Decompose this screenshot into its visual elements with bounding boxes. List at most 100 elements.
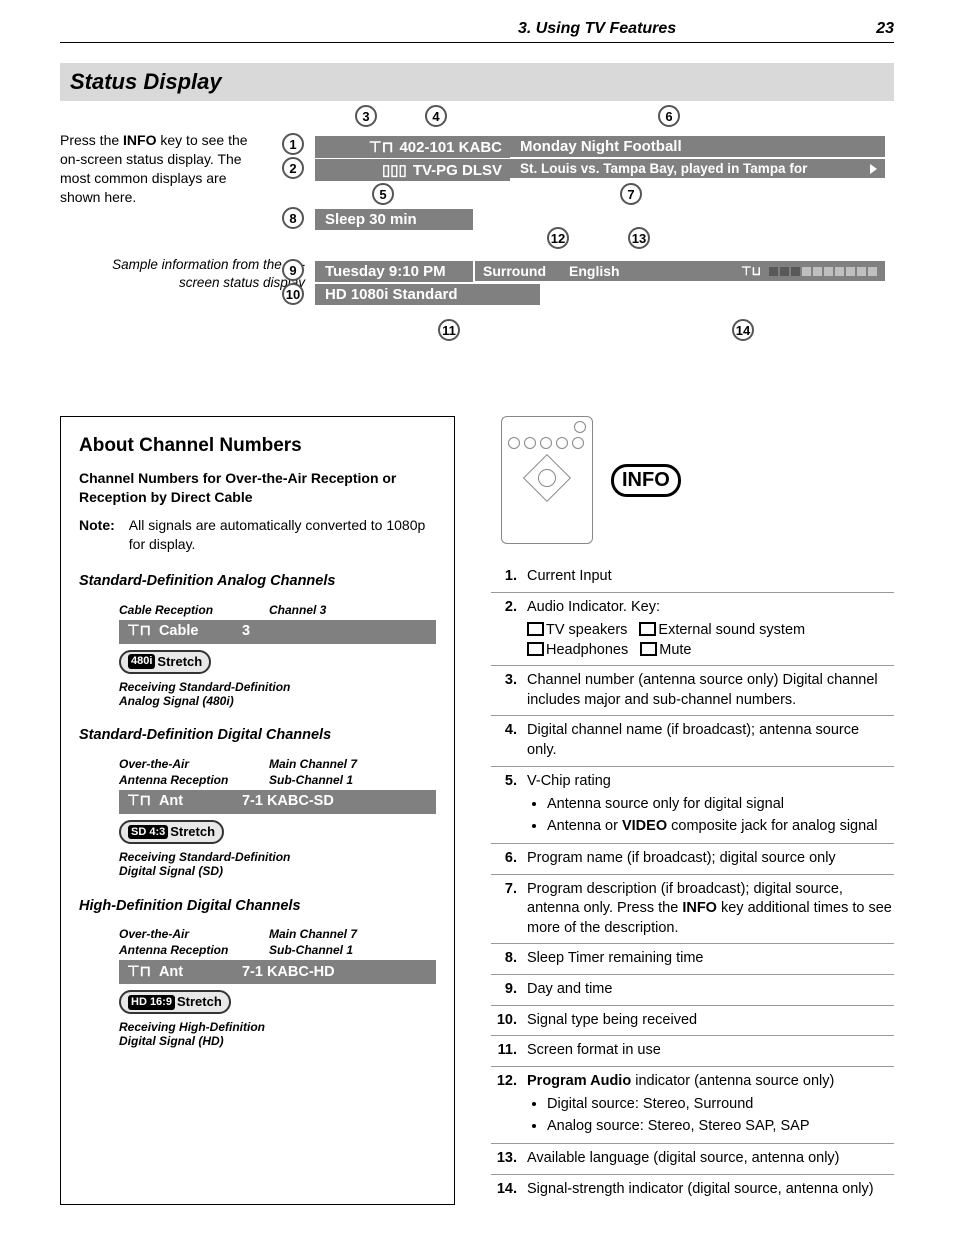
signal-bar bbox=[835, 267, 844, 276]
signal-bar bbox=[857, 267, 866, 276]
chapter-title: 3. Using TV Features bbox=[518, 20, 676, 38]
key-number: 5. bbox=[491, 772, 517, 792]
signal-bar bbox=[780, 267, 789, 276]
badge-tag: HD 16:9 bbox=[128, 995, 175, 1010]
signal-bar bbox=[824, 267, 833, 276]
osd-diagram: Press the INFO key to see the on-screen … bbox=[60, 121, 894, 401]
key-bullets: Antenna source only for digital signalAn… bbox=[547, 795, 892, 836]
badge-tag: 480i bbox=[128, 654, 155, 669]
channel-caption: Receiving Standard-DefinitionDigital Sig… bbox=[119, 850, 436, 879]
osd-datetime: Tuesday 9:10 PM bbox=[315, 261, 473, 282]
key-text: Sleep Timer remaining time bbox=[527, 949, 892, 969]
key-bullets: Digital source: Stereo, SurroundAnalog s… bbox=[547, 1095, 892, 1136]
info-key-ref: INFO bbox=[123, 132, 156, 148]
key-list-item: 7.Program description (if broadcast); di… bbox=[491, 875, 894, 945]
program-desc-text: St. Louis vs. Tampa Bay, played in Tampa… bbox=[520, 161, 807, 176]
osd-sleep-timer: Sleep 30 min bbox=[315, 209, 473, 230]
callout-circle: 13 bbox=[628, 227, 650, 249]
key-text: V-Chip ratingAntenna source only for dig… bbox=[527, 772, 892, 839]
signal-fmt-text: HD 1080i Standard bbox=[325, 286, 458, 303]
channel-mini-labels: Over-the-Air Antenna ReceptionMain Chann… bbox=[119, 756, 436, 788]
key-list-item: 1. Current Input bbox=[491, 562, 894, 593]
key-number: 3. bbox=[491, 671, 517, 691]
callout-circle: 3 bbox=[355, 105, 377, 127]
key-bullet: Antenna source only for digital signal bbox=[547, 795, 892, 815]
signal-badge: 480iStretch bbox=[119, 650, 211, 674]
callout-key-list: 1.Current Input2.Audio Indicator. Key:TV… bbox=[491, 562, 894, 1205]
about-channel-numbers-box: About Channel Numbers Channel Numbers fo… bbox=[60, 416, 455, 1205]
channel-bar-right: 7-1 KABC-HD bbox=[242, 963, 335, 983]
key-text: Program description (if broadcast); digi… bbox=[527, 880, 892, 939]
note-text: All signals are automatically converted … bbox=[129, 516, 436, 554]
key-legend-column: INFO 1.Current Input2.Audio Indicator. K… bbox=[491, 416, 894, 1205]
signal-bars bbox=[767, 263, 877, 279]
audio-icon: ▯▯▯ bbox=[382, 161, 407, 179]
channel-bar-right: 7-1 KABC-SD bbox=[242, 792, 334, 812]
channel-bar-left: Ant bbox=[159, 963, 234, 983]
about-note: Note: All signals are automatically conv… bbox=[79, 516, 436, 554]
key-number: 1. bbox=[491, 567, 517, 587]
osd-program-title: Monday Night Football bbox=[510, 136, 885, 157]
key-number: 9. bbox=[491, 980, 517, 1000]
osd-channel-text: 402-101 KABC bbox=[399, 139, 502, 156]
osd-vchip-rating: ▯▯▯ TV-PG DLSV bbox=[315, 159, 510, 181]
key-number: 8. bbox=[491, 949, 517, 969]
program-title-text: Monday Night Football bbox=[520, 138, 682, 155]
key-list-item: 11. Screen format in use bbox=[491, 1036, 894, 1067]
about-title: About Channel Numbers bbox=[79, 433, 436, 459]
key-list-item: 8. Sleep Timer remaining time bbox=[491, 944, 894, 975]
key-number: 10. bbox=[491, 1011, 517, 1031]
audio-mode-text: Surround bbox=[483, 263, 563, 279]
key-number: 11. bbox=[491, 1041, 517, 1061]
about-subtitle: Channel Numbers for Over-the-Air Recepti… bbox=[79, 469, 436, 507]
channel-mini-labels: Cable ReceptionChannel 3 bbox=[119, 602, 436, 618]
osd-caption: Sample information from the on-screen st… bbox=[100, 256, 305, 291]
key-list-item: 10. Signal type being received bbox=[491, 1006, 894, 1037]
signal-badge: SD 4:3Stretch bbox=[119, 820, 224, 844]
callout-circle: 10 bbox=[282, 283, 304, 305]
key-list-item: 4.Digital channel name (if broadcast); a… bbox=[491, 716, 894, 766]
signal-bar bbox=[868, 267, 877, 276]
audio-icon-mute: Mute bbox=[640, 642, 691, 658]
channel-caption: Receiving Standard-DefinitionAnalog Sign… bbox=[119, 680, 436, 709]
key-text: Program name (if broadcast); digital sou… bbox=[527, 849, 892, 869]
key-text: Digital channel name (if broadcast); ant… bbox=[527, 721, 892, 760]
badge-mode: Stretch bbox=[177, 993, 222, 1011]
channel-bar-left: Ant bbox=[159, 792, 234, 812]
intro-text: Press the INFO key to see the on-screen … bbox=[60, 131, 265, 207]
osd-program-desc: St. Louis vs. Tampa Bay, played in Tampa… bbox=[510, 159, 885, 178]
channel-bar: ⊤⊓Ant7-1 KABC-HD bbox=[119, 960, 436, 984]
lower-columns: About Channel Numbers Channel Numbers fo… bbox=[60, 416, 894, 1205]
page-number: 23 bbox=[876, 20, 894, 38]
callout-circle: 2 bbox=[282, 157, 304, 179]
callout-circle: 6 bbox=[658, 105, 680, 127]
audio-icon-headphones: Headphones bbox=[527, 642, 628, 658]
key-text: Signal-strength indicator (digital sourc… bbox=[527, 1180, 892, 1200]
callout-circle: 4 bbox=[425, 105, 447, 127]
channel-group-header: Standard-Definition Analog Channels bbox=[79, 572, 436, 592]
channel-group-header: Standard-Definition Digital Channels bbox=[79, 726, 436, 746]
badge-tag: SD 4:3 bbox=[128, 825, 168, 840]
key-number: 14. bbox=[491, 1180, 517, 1200]
key-text: Audio Indicator. Key:TV speakersExternal… bbox=[527, 598, 892, 661]
key-text: Program Audio indicator (antenna source … bbox=[527, 1072, 892, 1139]
sleep-text: Sleep 30 min bbox=[325, 211, 417, 228]
key-bullet: Digital source: Stereo, Surround bbox=[547, 1095, 892, 1115]
more-icon bbox=[870, 164, 877, 174]
page-header: 3. Using TV Features 23 bbox=[60, 20, 894, 43]
channel-group-header: High-Definition Digital Channels bbox=[79, 897, 436, 917]
key-text: Screen format in use bbox=[527, 1041, 892, 1061]
info-key-bubble: INFO bbox=[611, 464, 681, 497]
antenna-icon: ⊤⊓ bbox=[127, 622, 151, 642]
key-text: Signal type being received bbox=[527, 1011, 892, 1031]
key-list-item: 13.Available language (digital source, a… bbox=[491, 1144, 894, 1175]
osd-audio-lang-signal: Surround English ⊤⊔ bbox=[475, 261, 885, 281]
key-list-item: 14. Signal-strength indicator (digital s… bbox=[491, 1175, 894, 1205]
key-list-item: 5. V-Chip ratingAntenna source only for d… bbox=[491, 767, 894, 845]
key-text: Current Input bbox=[527, 567, 892, 587]
signal-bar bbox=[791, 267, 800, 276]
key-number: 13. bbox=[491, 1149, 517, 1169]
callout-circle: 7 bbox=[620, 183, 642, 205]
language-text: English bbox=[569, 263, 649, 279]
channel-bar-left: Cable bbox=[159, 622, 234, 642]
